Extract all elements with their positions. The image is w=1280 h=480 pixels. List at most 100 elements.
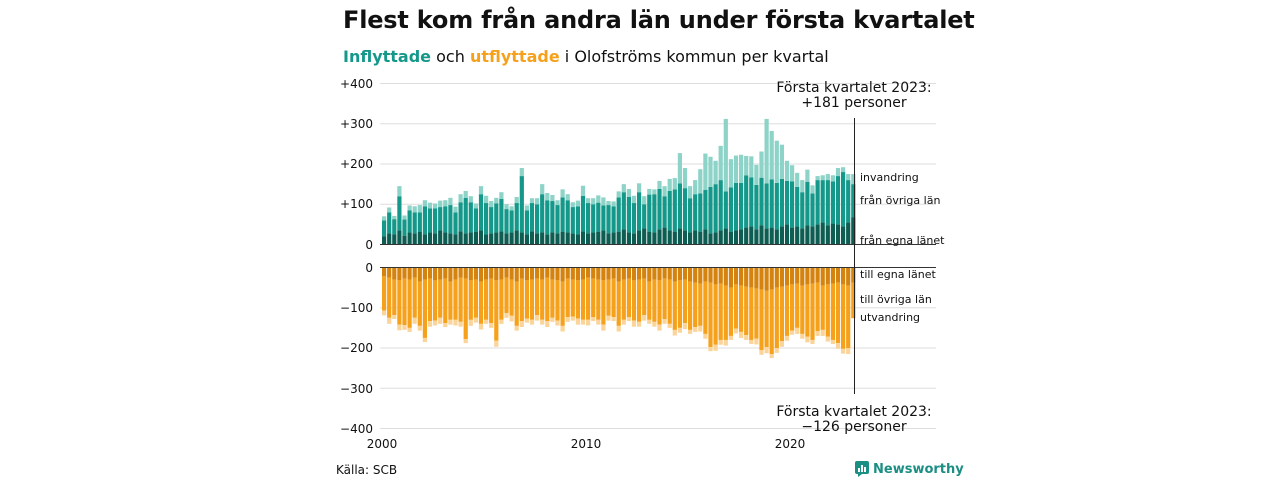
bar-out-abroad xyxy=(688,329,693,334)
bar-in-abroad xyxy=(846,174,851,181)
bar-in-local xyxy=(448,233,453,245)
bar-in-abroad xyxy=(422,200,427,207)
bar-in-local xyxy=(575,234,580,245)
bar-in-local xyxy=(779,226,784,245)
bar-out-local xyxy=(728,267,733,288)
bar-out-abroad xyxy=(463,339,468,344)
bar-in-local xyxy=(815,224,820,245)
y-tick-top-3: +100 xyxy=(340,197,373,211)
bar-in-other xyxy=(693,194,698,231)
brand-name: Newsworthy xyxy=(873,461,964,477)
bar-out-local xyxy=(723,267,728,286)
bar-in-other xyxy=(647,194,652,232)
bar-out-local xyxy=(795,267,800,284)
bar-out-abroad xyxy=(835,343,841,349)
bar-in-local xyxy=(672,231,677,245)
bar-in-abroad xyxy=(580,185,586,196)
bar-out-other xyxy=(489,278,494,324)
bar-in-local xyxy=(484,234,489,245)
bar-out-other xyxy=(723,285,728,340)
bar-out-local xyxy=(815,267,820,283)
bar-out-other xyxy=(662,278,667,320)
bar-in-local xyxy=(662,227,667,245)
bar-out-other xyxy=(728,287,733,336)
bar-in-local xyxy=(463,233,468,245)
bar-out-abroad xyxy=(478,323,484,330)
bar-in-other xyxy=(713,184,718,233)
bar-out-other xyxy=(652,279,657,322)
bar-in-abroad xyxy=(820,175,825,181)
bar-in-other xyxy=(519,176,524,233)
bar-in-other xyxy=(586,203,591,234)
bar-in-abroad xyxy=(535,198,540,205)
bar-out-abroad xyxy=(494,340,499,347)
bar-in-abroad xyxy=(825,174,830,181)
bar-in-other xyxy=(545,200,550,235)
bar-out-abroad xyxy=(402,325,407,330)
bar-out-other xyxy=(841,284,846,349)
bar-in-other xyxy=(540,194,545,233)
bar-in-abroad xyxy=(397,186,402,197)
bar-in-abroad xyxy=(427,202,433,209)
bar-in-abroad xyxy=(484,195,489,204)
bar-in-abroad xyxy=(693,180,698,195)
bar-out-abroad xyxy=(677,327,682,333)
bar-out-other xyxy=(744,286,749,336)
bar-in-local xyxy=(524,234,529,245)
bar-out-other xyxy=(851,282,856,319)
bar-out-other xyxy=(642,278,647,315)
bar-out-local xyxy=(473,267,478,280)
bar-in-local xyxy=(677,228,682,245)
bar-in-abroad xyxy=(387,207,392,213)
bar-in-abroad xyxy=(402,215,407,220)
bar-out-local xyxy=(402,267,407,279)
bar-in-abroad xyxy=(851,174,856,185)
bar-in-local xyxy=(749,226,754,245)
bar-in-other xyxy=(733,182,739,231)
bar-out-abroad xyxy=(800,333,805,339)
bar-out-abroad xyxy=(784,335,790,341)
bar-out-local xyxy=(555,267,560,281)
bar-in-local xyxy=(427,232,433,245)
bar-out-abroad xyxy=(621,319,626,325)
bar-in-local xyxy=(835,224,841,245)
bar-out-other xyxy=(601,280,606,325)
bar-out-abroad xyxy=(815,331,820,336)
bar-in-local xyxy=(422,234,427,245)
bar-in-local xyxy=(688,232,693,245)
bar-in-other xyxy=(453,212,458,235)
bar-out-other xyxy=(596,279,601,320)
bar-in-other xyxy=(621,192,626,230)
bar-out-local xyxy=(575,267,580,281)
bar-in-abroad xyxy=(570,202,575,208)
bar-out-other xyxy=(682,279,688,324)
bar-out-other xyxy=(739,285,744,332)
bar-out-other xyxy=(713,284,718,345)
bar-out-other xyxy=(382,276,387,311)
bar-out-other xyxy=(698,283,703,326)
bar-in-abroad xyxy=(779,144,784,179)
bar-out-other xyxy=(779,286,784,342)
bar-out-other xyxy=(463,278,468,340)
bar-in-other xyxy=(754,184,759,230)
bar-in-other xyxy=(723,191,728,229)
bar-out-local xyxy=(382,267,387,277)
x-tick-2000: 2000 xyxy=(367,437,398,451)
bar-out-local xyxy=(489,267,494,279)
bar-in-abroad xyxy=(805,169,810,182)
bar-out-abroad xyxy=(575,318,580,325)
bar-out-abroad xyxy=(550,317,555,322)
bar-out-abroad xyxy=(718,339,723,345)
bar-out-abroad xyxy=(682,323,688,330)
bar-in-other xyxy=(626,197,631,233)
bar-in-local xyxy=(443,232,448,245)
bar-out-other xyxy=(621,279,626,320)
bar-in-local xyxy=(606,233,611,245)
bar-in-abroad xyxy=(453,206,458,213)
bar-in-abroad xyxy=(596,195,601,203)
bar-out-local xyxy=(718,267,723,284)
bar-out-other xyxy=(392,279,397,315)
bar-out-local xyxy=(693,267,698,283)
bar-in-abroad xyxy=(688,186,693,199)
bar-in-abroad xyxy=(759,151,764,178)
